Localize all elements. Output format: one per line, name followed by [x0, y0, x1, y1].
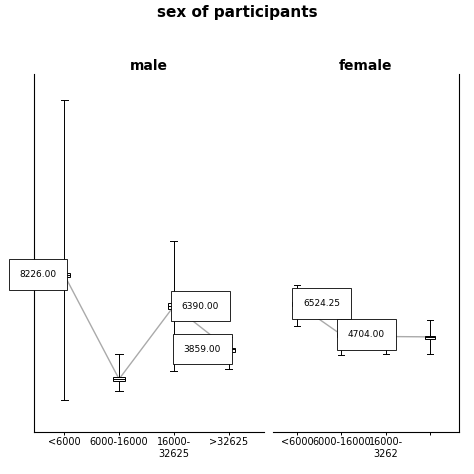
Title: female: female — [339, 59, 392, 73]
Text: sex of participants: sex of participants — [157, 5, 317, 20]
Text: 3859.00: 3859.00 — [183, 345, 221, 354]
Text: 6390.00: 6390.00 — [182, 301, 219, 310]
Text: 6524.25: 6524.25 — [303, 299, 340, 308]
Bar — [168, 303, 180, 310]
Bar — [223, 347, 235, 352]
Bar — [425, 336, 435, 338]
Bar — [381, 335, 391, 338]
Text: 8226.00: 8226.00 — [19, 270, 56, 279]
Bar — [113, 377, 125, 381]
Bar — [337, 333, 346, 337]
Bar — [58, 273, 70, 277]
Title: male: male — [130, 59, 168, 73]
Text: 4704.00: 4704.00 — [347, 330, 385, 339]
Bar — [292, 302, 302, 306]
